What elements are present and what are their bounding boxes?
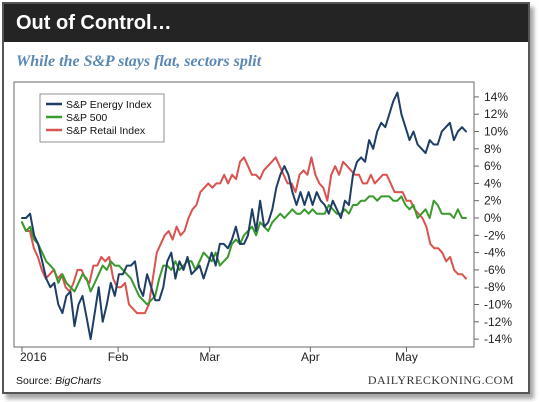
source-label: Source: [16, 375, 56, 387]
y-tick-label: -8% [484, 280, 506, 294]
x-tick-label: May [395, 350, 418, 364]
y-tick-label: 0% [484, 211, 502, 225]
series-layer [21, 91, 467, 341]
y-tick-label: 10% [484, 125, 508, 139]
y-tick-label: 12% [484, 107, 508, 121]
series-line-0 [21, 91, 467, 341]
series-line-2 [21, 156, 467, 315]
legend-label: S&P Retail Index [66, 125, 146, 137]
series-line-1 [21, 195, 467, 306]
x-tick-label: Apr [301, 350, 320, 364]
brand-watermark: DAILYRECKONING.COM [367, 373, 514, 387]
legend-label: S&P Energy Index [66, 99, 152, 111]
y-tick-label: -14% [484, 332, 512, 346]
title-bar: Out of Control… [4, 4, 528, 42]
y-tick-label: -10% [484, 298, 512, 312]
plot-area-border [13, 81, 475, 348]
source-note: Source: BigCharts [16, 375, 101, 387]
x-axis: 2016 Feb Mar Apr May [20, 347, 418, 364]
chart-frame: Out of Control… While the S&P stays flat… [2, 2, 530, 394]
y-tick-label: 14% [484, 90, 508, 104]
y-tick-label: 6% [484, 159, 502, 173]
y-tick-label: -6% [484, 263, 506, 277]
y-axis: 14% 12% 10% 8% 6% 4% 2% 0% -2% -4% -6% -8% -10% -12% -… [474, 90, 512, 346]
source-value: BigCharts [55, 375, 102, 387]
x-tick-label: Mar [199, 350, 220, 364]
legend-label: S&P 500 [66, 112, 107, 124]
x-tick-label: 2016 [20, 350, 47, 364]
y-tick-label: 2% [484, 194, 502, 208]
y-tick-label: 8% [484, 142, 502, 156]
y-tick-label: 4% [484, 176, 502, 190]
y-tick-label: -12% [484, 315, 512, 329]
chart-title: Out of Control… [16, 12, 172, 34]
y-tick-label: -4% [484, 246, 506, 260]
chart-subtitle: While the S&P stays flat, sectors split [16, 53, 262, 70]
y-tick-label: -2% [484, 228, 506, 242]
x-tick-label: Feb [108, 350, 129, 364]
